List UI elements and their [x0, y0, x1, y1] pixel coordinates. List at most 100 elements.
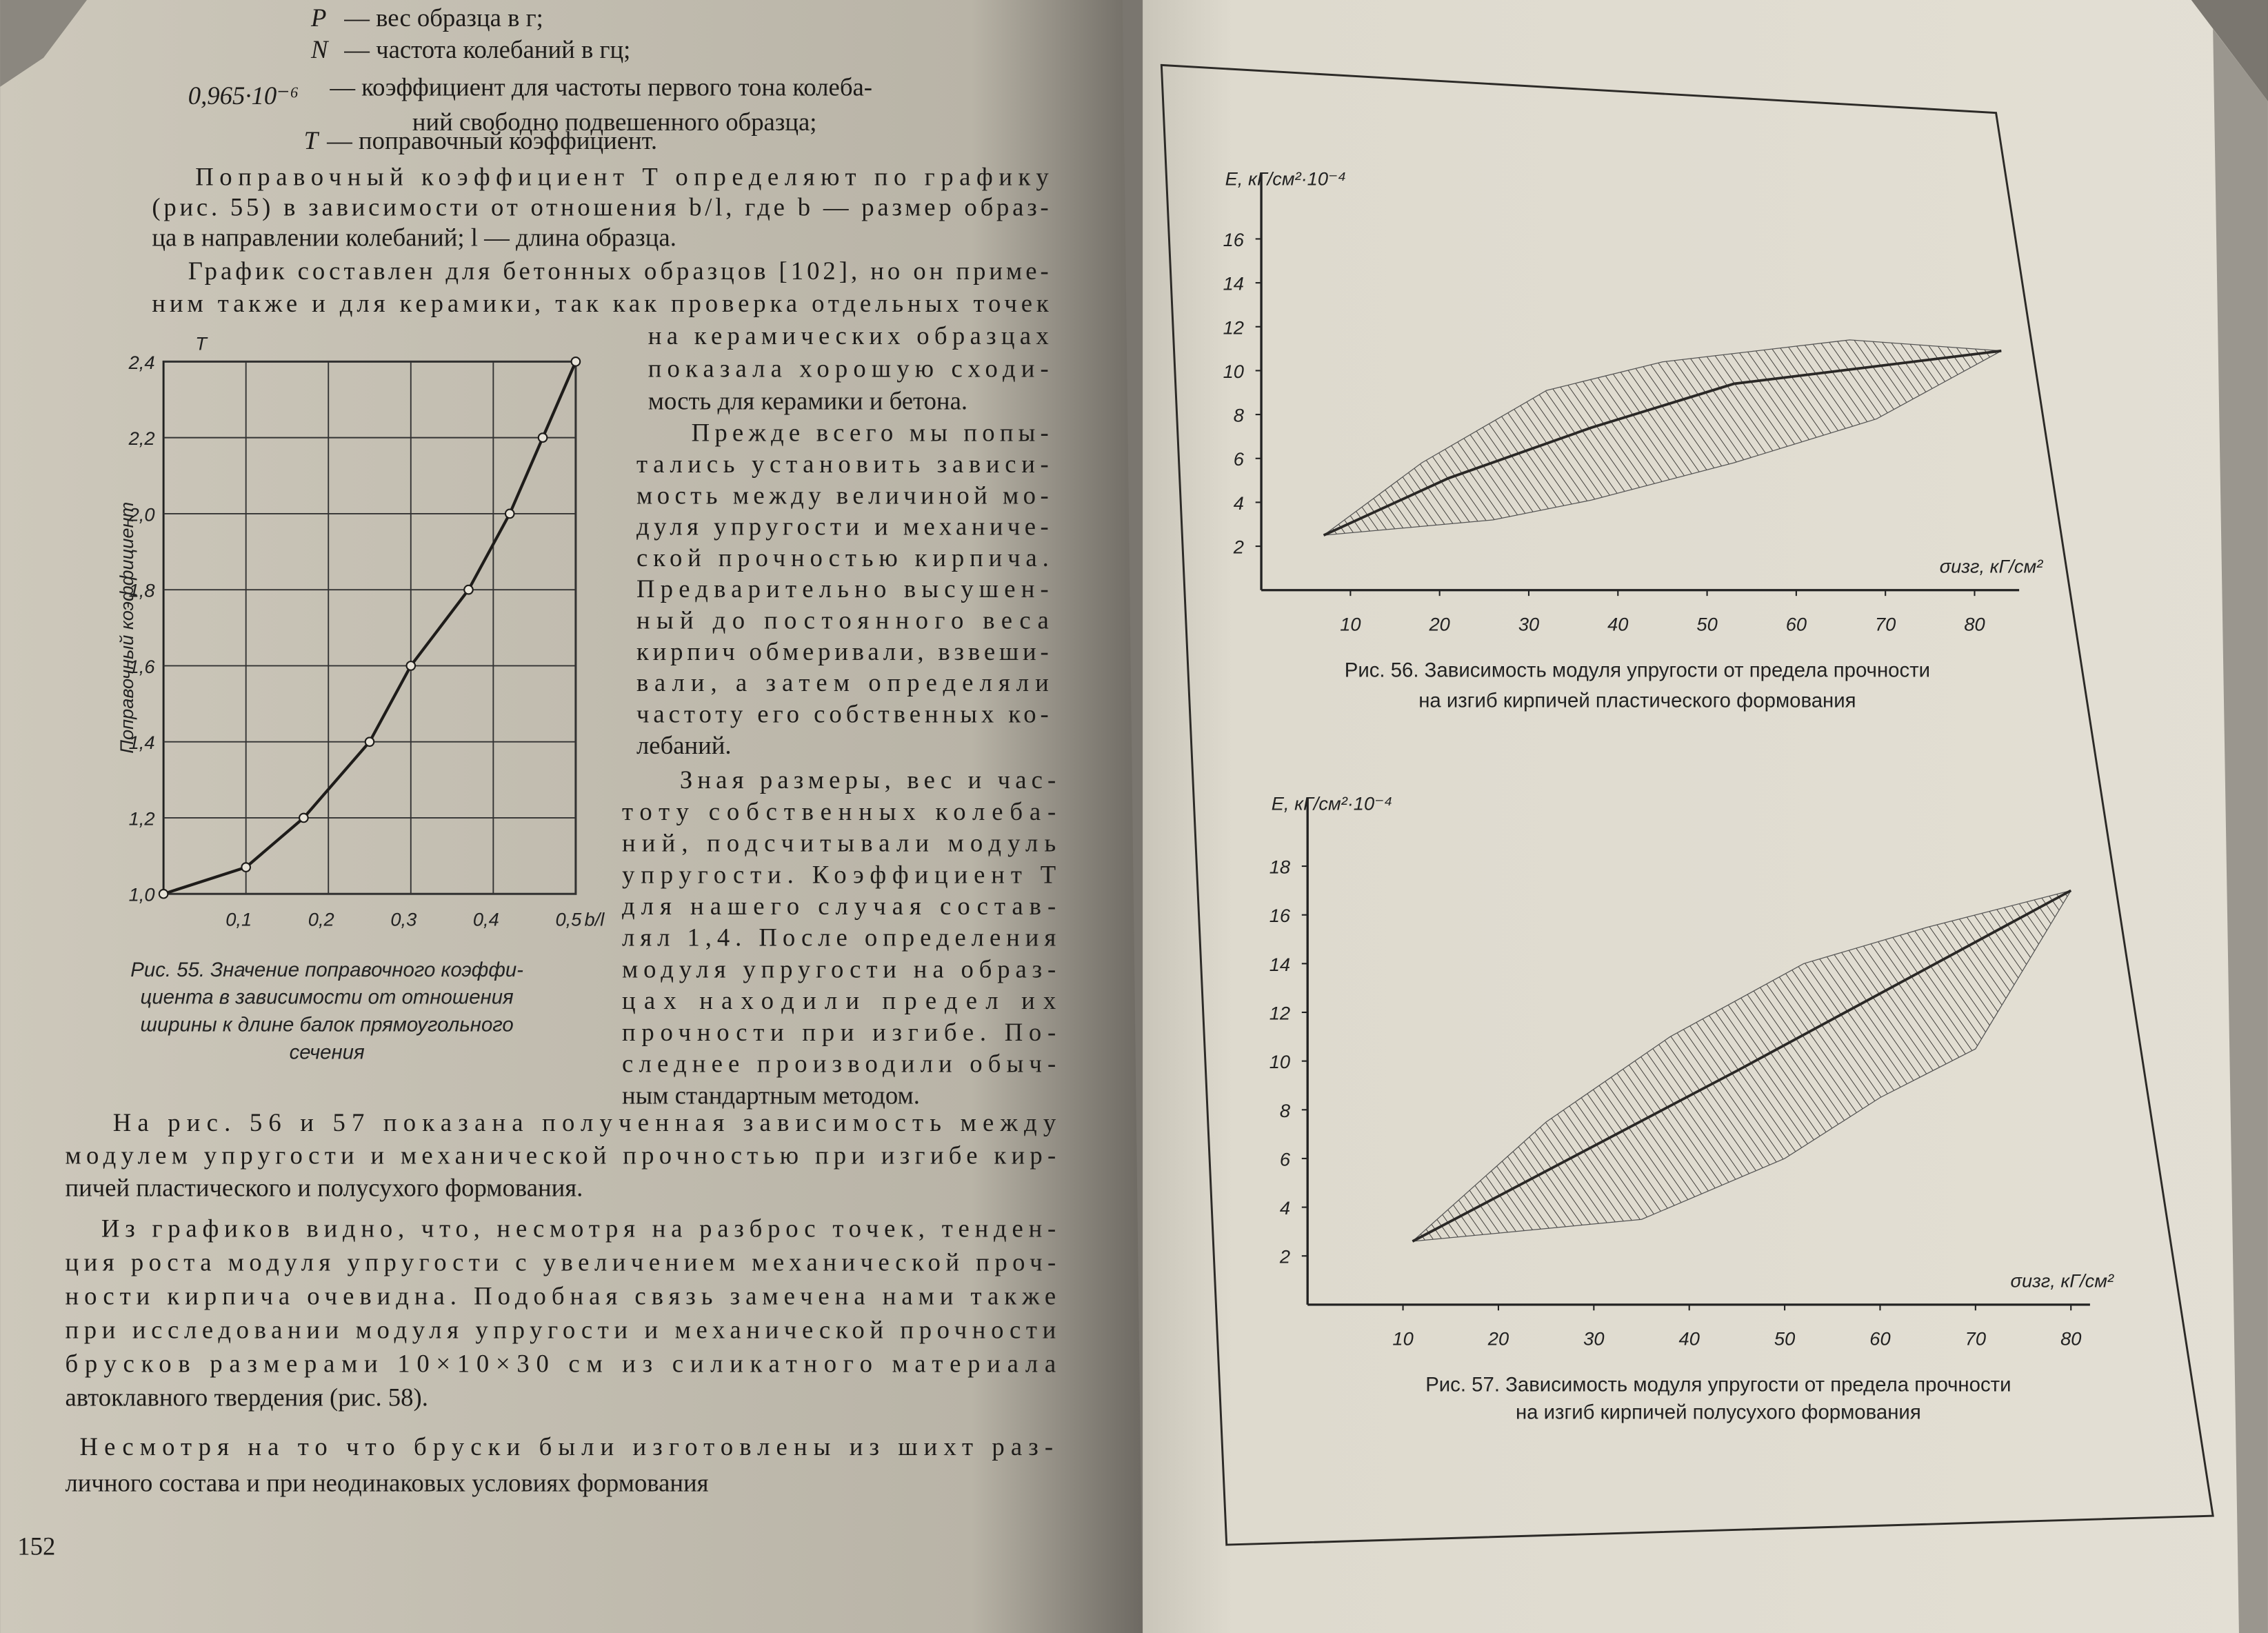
x-tick-label: 10	[1340, 613, 1361, 634]
paragraph-line: упругости. Коэффициент T	[622, 860, 1056, 888]
y-axis-label: E, кГ/см²·10⁻⁴	[1225, 168, 1347, 189]
definition-symbol: P	[310, 3, 326, 32]
y-tick-label: 1,6	[129, 656, 156, 677]
band-lower-edge	[1412, 890, 2071, 1242]
figure-caption: Рис. 55. Значение поправочного коэффи-	[130, 959, 523, 981]
figure-frame	[1160, 63, 2214, 1546]
x-tick-label: 50	[1696, 613, 1717, 634]
paragraph-line: Зная размеры, вес и час-	[680, 765, 1056, 794]
paragraph-line: кирпич обмеривали, взвеши-	[636, 637, 1049, 665]
y-axis-label: Поправочный коэффициент	[116, 502, 137, 754]
y-tick-label: 1,8	[129, 580, 155, 601]
figure-caption: на изгиб кирпичей пластического формован…	[1418, 690, 1856, 712]
y-tick-label: 6	[1280, 1148, 1291, 1170]
y-tick-label: 6	[1234, 448, 1245, 470]
band-lower-edge	[1323, 350, 2002, 536]
y-tick-label: 14	[1223, 273, 1244, 294]
x-tick-label: 0,5	[555, 908, 582, 930]
data-point	[299, 812, 309, 823]
data-point	[463, 584, 474, 595]
x-tick-label: 20	[1429, 613, 1450, 634]
paragraph-line: Прежде всего мы попы-	[692, 419, 1049, 447]
paragraph-line: пичей пластического и полусухого формова…	[65, 1174, 583, 1202]
y-tick-label: 1,2	[129, 808, 155, 829]
x-axis-label: b/l	[584, 908, 605, 930]
paragraph-line: Из графиков видно, что, несмотря на разб…	[101, 1214, 1056, 1242]
x-axis-label: σизг, кГ/см²	[2011, 1270, 2114, 1292]
paragraph-line: лял 1,4. После определения	[622, 923, 1056, 952]
x-tick-label: 50	[1774, 1328, 1795, 1350]
x-tick-label: 40	[1679, 1328, 1700, 1350]
y-tick-label: 2,4	[128, 352, 155, 373]
data-point	[504, 508, 515, 519]
x-tick-label: 30	[1518, 613, 1539, 634]
y-tick-label: 1,4	[129, 732, 155, 753]
x-tick-label: 60	[1786, 613, 1807, 634]
figure-caption: циента в зависимости от отношения	[141, 986, 514, 1009]
paragraph-line: ний, подсчитывали модуль	[622, 829, 1056, 857]
y-tick-label: 8	[1280, 1100, 1290, 1121]
trend-line	[1412, 889, 2072, 1243]
figure-caption: ширины к длине балок прямоугольного	[141, 1013, 514, 1036]
y-tick-label: 12	[1270, 1002, 1290, 1023]
paragraph-line: График составлен для бетонных образцов […	[188, 257, 1049, 285]
y-tick-label: 18	[1270, 856, 1290, 878]
paragraph-line: брусков размерами 10×10×30 см из силикат…	[65, 1350, 1056, 1378]
paragraph-line: ным стандартным методом.	[622, 1081, 920, 1109]
paragraph-line: ности кирпича очевидна. Подобная связь з…	[65, 1281, 1056, 1310]
x-tick-label: 0,1	[225, 908, 252, 930]
paragraph-line: ца в направлении колебаний; l — длина об…	[152, 223, 676, 252]
paragraph-line: Несмотря на то что бруски были изготовле…	[79, 1432, 1053, 1461]
paragraph-line: вали, а затем определяли	[636, 668, 1049, 697]
x-tick-label: 30	[1583, 1328, 1604, 1350]
y-tick-label: 1,0	[129, 884, 155, 905]
definition-text: — вес образца в г;	[343, 3, 543, 32]
x-tick-label: 20	[1487, 1328, 1509, 1350]
left-page	[0, 0, 1143, 1633]
definition-text: — частота колебаний в гц;	[343, 35, 630, 63]
figure-caption: Рис. 56. Зависимость модуля упругости от…	[1345, 659, 1930, 682]
band-upper-edge	[1412, 890, 2071, 1242]
y-axis-symbol: T	[195, 333, 208, 354]
x-tick-label: 0,2	[308, 908, 334, 930]
definition-text: ний свободно подвешенного образца;	[412, 108, 817, 136]
x-tick-label: 70	[1965, 1328, 1986, 1350]
y-tick-label: 16	[1270, 905, 1291, 926]
y-tick-label: 4	[1280, 1197, 1290, 1219]
paragraph-line: Предварительно высушен-	[636, 574, 1049, 603]
x-tick-label: 0,4	[473, 908, 499, 930]
paragraph-line: мость между величиной мо-	[636, 481, 1049, 509]
data-point	[570, 357, 581, 367]
y-tick-label: 12	[1223, 317, 1244, 338]
y-tick-label: 14	[1270, 954, 1290, 975]
y-tick-label: 2	[1233, 537, 1244, 558]
paragraph-line: мость для керамики и бетона.	[648, 387, 967, 415]
paragraph-line: модуля упругости на образ-	[622, 954, 1056, 983]
y-axis-label: E, кГ/см²·10⁻⁴	[1272, 793, 1393, 814]
y-tick-label: 2,0	[128, 503, 155, 525]
paragraph-line: (рис. 55) в зависимости от отношения b/l…	[152, 193, 1048, 221]
x-tick-label: 0,3	[390, 908, 417, 930]
page-edge	[2213, 28, 2268, 1633]
page-number: 152	[17, 1532, 55, 1561]
x-tick-label: 10	[1392, 1328, 1413, 1350]
figure-caption: Рис. 57. Зависимость модуля упругости от…	[1425, 1374, 2011, 1396]
paragraph-line: для нашего случая состав-	[622, 892, 1056, 920]
y-tick-label: 8	[1234, 405, 1244, 426]
definition-symbol: N	[310, 35, 330, 63]
y-tick-label: 16	[1223, 229, 1245, 250]
band-upper-edge	[1323, 339, 2002, 536]
right-page	[1143, 0, 2268, 1633]
paragraph-line: личного состава и при неодинаковых услов…	[65, 1468, 708, 1496]
definition-symbol: T	[304, 126, 320, 154]
x-tick-label: 80	[2060, 1328, 2081, 1350]
definition-text: — коэффициент для частоты первого тона к…	[329, 72, 872, 101]
scatter-band	[1323, 339, 2002, 536]
x-tick-label: 70	[1875, 613, 1896, 634]
data-point	[405, 661, 417, 671]
data-point	[158, 888, 169, 899]
x-tick-label: 60	[1869, 1328, 1890, 1350]
paragraph-line: модулем упругости и механической прочнос…	[65, 1141, 1056, 1169]
y-tick-label: 2	[1279, 1246, 1290, 1268]
